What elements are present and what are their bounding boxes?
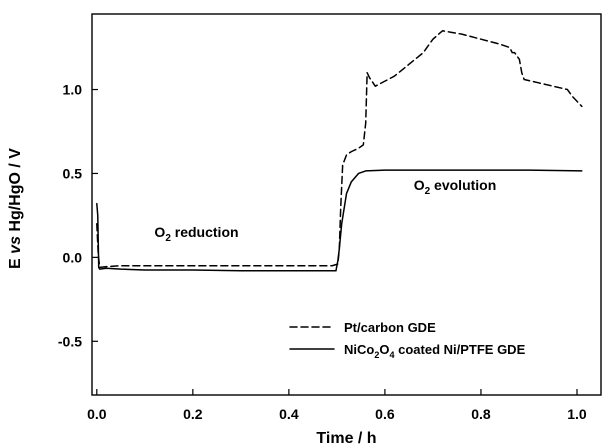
series-layer: [96, 30, 583, 272]
y-tick-label: -0.5: [58, 333, 82, 349]
x-tick-label: 0.0: [87, 406, 107, 422]
annotation-o2-evolution: O2 evolution: [414, 177, 497, 197]
series-pt-carbon-line: [96, 30, 583, 269]
legend-layer: Pt/carbon GDE NiCo2O4 coated Ni/PTFE GDE: [289, 320, 526, 360]
plot-frame: [91, 13, 602, 396]
x-tick-label: 0.4: [279, 406, 299, 422]
series-nico2o4-line: [96, 169, 583, 272]
legend-label: NiCo2O4 coated Ni/PTFE GDE: [344, 342, 526, 360]
y-axis-label: E vs Hg/HgO / V: [7, 148, 24, 269]
x-tick-label: 1.0: [567, 406, 587, 422]
x-axis-label: Time / h: [316, 430, 376, 447]
legend-label: Pt/carbon GDE: [344, 320, 436, 335]
x-tick-label: 0.8: [471, 406, 491, 422]
annotation-layer: O2 reduction O2 evolution: [154, 177, 496, 244]
y-tick-label: 0.0: [63, 249, 83, 265]
axes-layer: 0.0 0.2 0.4 0.6 0.8 1.0 -0.5 0.0 0.5 1.0 Time / h E…: [7, 13, 602, 447]
y-tick-label: 0.5: [63, 165, 83, 181]
x-tick-label: 0.6: [375, 406, 395, 422]
y-tick-label: 1.0: [63, 82, 83, 98]
x-tick-label: 0.2: [183, 406, 203, 422]
annotation-o2-reduction: O2 reduction: [154, 224, 238, 244]
